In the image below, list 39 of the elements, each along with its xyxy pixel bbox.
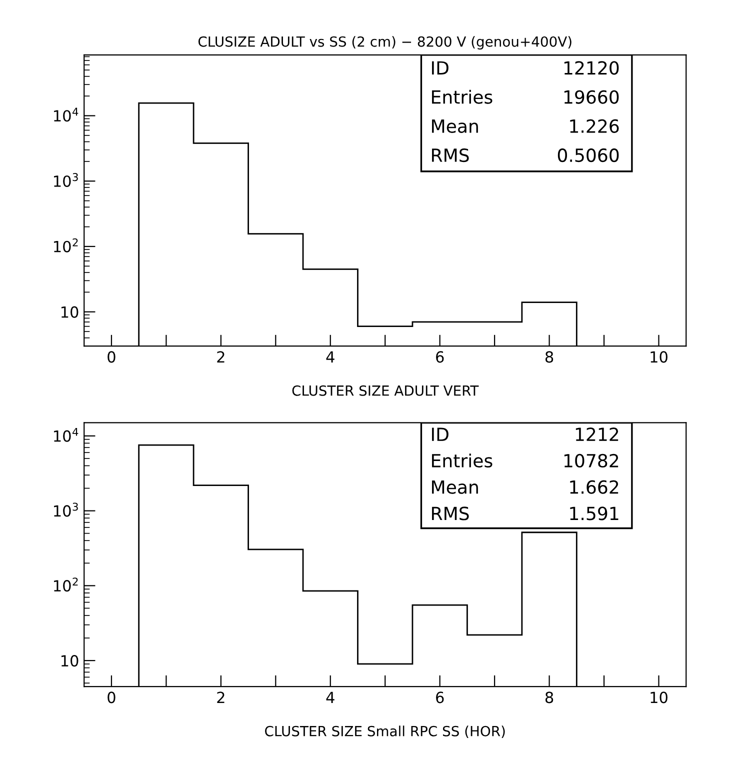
annotation: 10782 xyxy=(564,454,618,468)
annotation: Entries xyxy=(432,90,492,104)
annotation: Entries xyxy=(432,454,492,468)
annotation: 12120 xyxy=(564,61,619,75)
chart-title: CLUSIZE ADULT vs SS (2 cm) − 8200 V (genou+400V) xyxy=(198,36,572,50)
annotation: RMS xyxy=(432,148,469,162)
x-tick-label: 8 xyxy=(545,351,554,363)
x-tick-label: 4 xyxy=(326,351,334,362)
annotation: 1.591 xyxy=(570,506,618,520)
annotation: ID xyxy=(432,61,448,74)
annotation: 1.662 xyxy=(570,480,618,494)
x-tick-label: 8 xyxy=(545,692,554,704)
x-tick-label: 2 xyxy=(217,692,224,703)
x-tick-label: 2 xyxy=(217,351,224,362)
annotation: 1.226 xyxy=(570,119,619,133)
annotation: 19660 xyxy=(564,90,619,104)
x-tick-label: 4 xyxy=(326,692,334,703)
x-axis-title: CLUSTER SIZE Small RPC SS (HOR) xyxy=(265,726,505,738)
y-tick-label: 10$^{2}$ xyxy=(54,578,78,592)
y-tick-label: 10$^{3}$ xyxy=(54,502,78,517)
x-tick-label: 6 xyxy=(436,351,444,363)
annotation: ID xyxy=(432,428,448,441)
y-tick-label: 10 xyxy=(61,655,78,667)
x-axis-title: CLUSTER SIZE ADULT VERT xyxy=(292,385,479,396)
y-tick-label: 10$^{4}$ xyxy=(54,108,78,122)
x-tick-label: 10 xyxy=(650,692,668,704)
annotation: 1212 xyxy=(576,428,618,441)
annotation: 0.5060 xyxy=(558,148,619,162)
y-tick-label: 10$^{2}$ xyxy=(54,238,78,252)
y-tick-label: 10 xyxy=(61,306,78,318)
x-tick-label: 0 xyxy=(108,351,116,363)
y-tick-label: 10$^{4}$ xyxy=(54,428,78,442)
x-tick-label: 0 xyxy=(108,692,116,704)
x-tick-label: 10 xyxy=(650,351,668,363)
annotation: Mean xyxy=(432,480,478,494)
x-tick-label: 6 xyxy=(436,692,444,704)
annotation: RMS xyxy=(432,506,469,520)
y-tick-label: 10$^{3}$ xyxy=(54,172,78,187)
annotation: Mean xyxy=(432,120,478,133)
